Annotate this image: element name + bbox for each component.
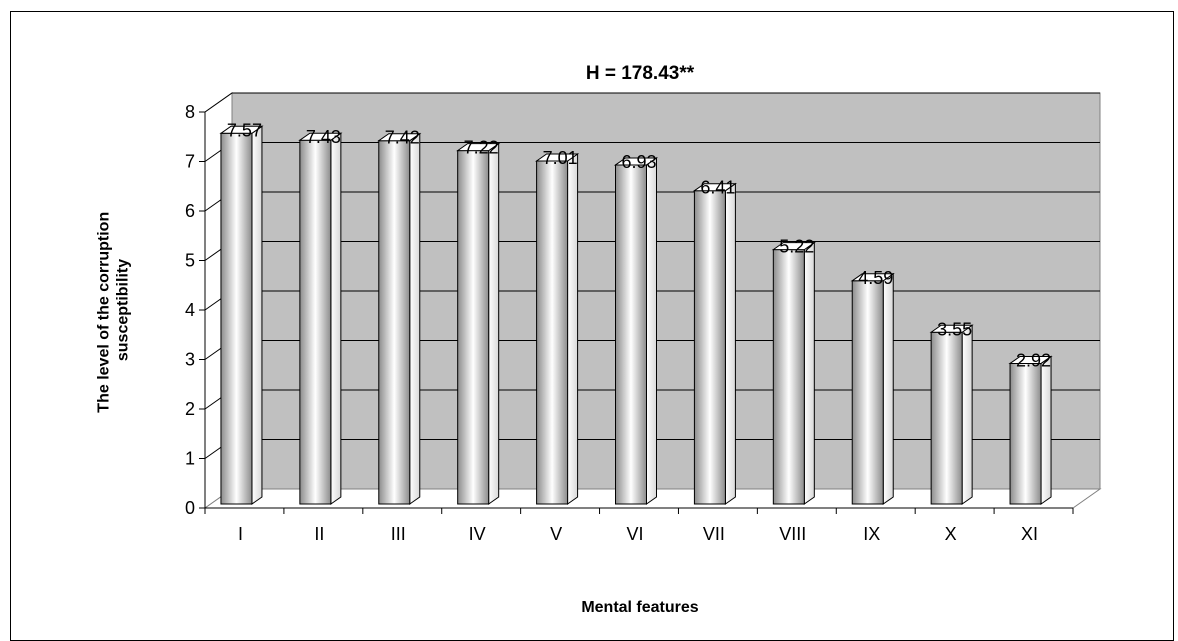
bars: 7.57 7.43 7.42 7.22 7.01 6.93 6.41 5.22 4.59 3.55… xyxy=(219,120,1053,505)
y-tick-label: 1 xyxy=(185,449,195,469)
chart-title: H = 178.43** xyxy=(586,63,695,84)
x-tick-label: XI xyxy=(1021,524,1038,544)
bar: 6.93 xyxy=(613,152,659,505)
bar-side xyxy=(567,153,579,505)
x-axis-ticks: I II III IV V VI VII VIII IX X XI xyxy=(204,507,1074,544)
data-label: 6.41 xyxy=(700,178,735,198)
bar-front xyxy=(693,190,726,505)
bar: 3.55 xyxy=(929,319,974,505)
data-label: 6.93 xyxy=(621,152,656,172)
bar-top xyxy=(613,157,659,166)
bar-side xyxy=(646,157,657,505)
bar-side xyxy=(1040,355,1052,505)
y-axis-title: The level of the corruption susceptibili… xyxy=(95,207,131,412)
y-tick-label: 5 xyxy=(185,251,195,271)
y-axis-title-line-2: susceptibility xyxy=(115,259,132,361)
bar-side xyxy=(882,272,894,505)
bar-top xyxy=(771,242,816,251)
bar-side xyxy=(724,182,736,505)
y-tick-label: 4 xyxy=(185,300,195,320)
bar-top xyxy=(1008,355,1053,364)
data-label: 7.43 xyxy=(306,127,341,147)
data-label: 7.57 xyxy=(227,120,262,140)
bar: 7.42 xyxy=(377,128,422,505)
data-label: 7.01 xyxy=(543,148,578,168)
bar-front xyxy=(851,280,884,505)
data-label: 7.22 xyxy=(464,138,499,158)
bar: 7.43 xyxy=(298,127,343,505)
bar-side xyxy=(961,324,973,505)
bar: 4.59 xyxy=(850,268,895,505)
data-label: 5.22 xyxy=(779,237,814,257)
y-axis-ticks: 0 1 2 3 4 5 6 7 8 xyxy=(185,102,206,518)
bar-side xyxy=(330,132,342,505)
y-axis-title-line-1: The level of the corruption xyxy=(95,212,112,413)
x-tick-label: IV xyxy=(469,524,486,544)
bar: 7.57 xyxy=(219,120,264,505)
x-tick-label: VIII xyxy=(779,524,806,544)
x-axis-title: Mental features xyxy=(581,599,698,616)
bar-front xyxy=(1009,362,1042,505)
y-tick-label: 6 xyxy=(185,201,195,221)
bar: 6.41 xyxy=(692,178,737,505)
x-tick-label: VI xyxy=(626,524,643,544)
gridline xyxy=(204,92,1100,113)
y-tick-label: 7 xyxy=(185,152,195,172)
bar-front xyxy=(930,331,963,505)
bar-top xyxy=(535,153,580,162)
y-tick-label: 0 xyxy=(185,498,195,518)
x-tick-label: II xyxy=(314,524,324,544)
x-tick-label: X xyxy=(945,524,957,544)
bar: 5.22 xyxy=(771,237,816,505)
bar: 2.92 xyxy=(1008,350,1053,505)
x-tick-label: IX xyxy=(863,524,880,544)
data-label: 2.92 xyxy=(1016,350,1051,370)
bar-side xyxy=(409,132,421,505)
bar-side xyxy=(803,241,815,505)
bar-side xyxy=(251,125,263,505)
x-tick-label: VII xyxy=(703,524,725,544)
bar-front xyxy=(299,139,332,505)
y-tick-label: 3 xyxy=(185,350,195,370)
data-label: 7.42 xyxy=(385,128,420,148)
bar-top xyxy=(929,324,974,333)
bar-top xyxy=(377,133,422,142)
y-tick-label: 2 xyxy=(185,399,195,419)
y-tick-label: 8 xyxy=(185,102,195,122)
bar-front xyxy=(220,132,253,505)
x-tick-label: V xyxy=(550,524,562,544)
bar-top xyxy=(456,143,501,152)
bar-side xyxy=(488,142,500,505)
bar-top xyxy=(850,273,895,282)
bar: 7.01 xyxy=(535,148,580,505)
x-tick-label: III xyxy=(391,524,406,544)
bar-front xyxy=(457,150,490,505)
bar-front xyxy=(378,140,411,505)
bar-front xyxy=(772,249,805,505)
bar: 7.22 xyxy=(456,138,501,505)
bar-top xyxy=(298,132,343,141)
bar-top xyxy=(692,183,737,192)
data-label: 3.55 xyxy=(937,319,972,339)
bar-front xyxy=(536,160,569,505)
data-label: 4.59 xyxy=(858,268,893,288)
bar-top xyxy=(219,125,264,134)
bar-front xyxy=(615,164,647,505)
x-tick-label: I xyxy=(238,524,243,544)
